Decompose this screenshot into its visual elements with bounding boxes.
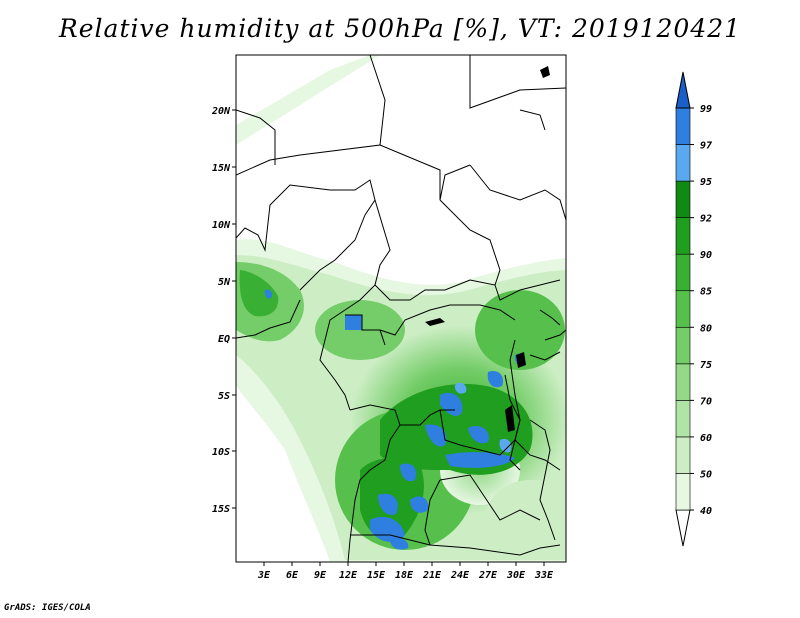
colorbar-segment [675, 290, 691, 328]
colorbar-segment [675, 473, 691, 511]
colorbar-segment [675, 509, 691, 547]
colorbar-label: 70 [700, 396, 712, 407]
colorbar-label: 85 [700, 287, 712, 298]
latitude-axis: 20N 15N 10N 5N EQ 5S 10S 15S [211, 106, 236, 515]
lon-label: 15E [367, 570, 386, 581]
colorbar-segment [675, 107, 691, 145]
humidity-field [236, 55, 566, 562]
map-title: Relative humidity at 500hPa [%], VT: 201… [58, 14, 742, 43]
saturated-areas [264, 289, 526, 550]
lon-label: 21E [422, 570, 442, 581]
colorbar-segment [675, 144, 691, 182]
lat-label: 20N [211, 106, 231, 117]
lon-label: 12E [339, 570, 358, 581]
colorbar-label: 75 [700, 360, 712, 371]
lat-label: 10N [212, 220, 231, 231]
colorbar-label: 40 [700, 506, 712, 517]
lon-label: 9E [314, 570, 327, 581]
lon-label: 6E [286, 570, 299, 581]
lon-label: 30E [506, 570, 526, 581]
lon-label: 24E [450, 570, 470, 581]
longitude-axis: 3E 6E 9E 12E 15E 18E 21E 24E 27E 30E 33E [257, 562, 554, 581]
lat-label: 15S [212, 504, 230, 515]
colorbar-segment [675, 326, 691, 365]
lat-label: 15N [212, 163, 231, 174]
grads-credit: GrADS: IGES/COLA [4, 603, 91, 613]
lat-label: 5S [218, 391, 230, 402]
lon-label: 33E [534, 570, 554, 581]
lakes [425, 66, 550, 432]
lon-label: 27E [478, 570, 498, 581]
lat-label: EQ [218, 334, 230, 345]
lat-label: 10S [212, 447, 230, 458]
colorbar-label: 90 [700, 250, 712, 261]
colorbar-label: 80 [700, 323, 712, 334]
colorbar: 40 50 60 70 75 80 85 90 92 95 97 99 [675, 71, 712, 547]
colorbar-segment [675, 253, 691, 292]
lat-label: 5N [218, 277, 231, 288]
colorbar-label: 97 [700, 141, 712, 152]
lon-label: 3E [257, 570, 271, 581]
colorbar-segment [675, 180, 691, 218]
colorbar-label: 99 [700, 104, 712, 115]
colorbar-segment [675, 71, 691, 109]
colorbar-segment [675, 436, 691, 474]
colorbar-segment [675, 400, 691, 438]
lon-label: 18E [395, 570, 414, 581]
colorbar-segment [675, 363, 691, 401]
colorbar-label: 92 [700, 214, 712, 225]
country-borders [236, 55, 566, 562]
colorbar-label: 95 [700, 177, 712, 188]
colorbar-label: 50 [700, 469, 712, 480]
colorbar-segment [675, 217, 691, 255]
colorbar-label: 60 [700, 433, 712, 444]
map-frame [235, 54, 567, 563]
